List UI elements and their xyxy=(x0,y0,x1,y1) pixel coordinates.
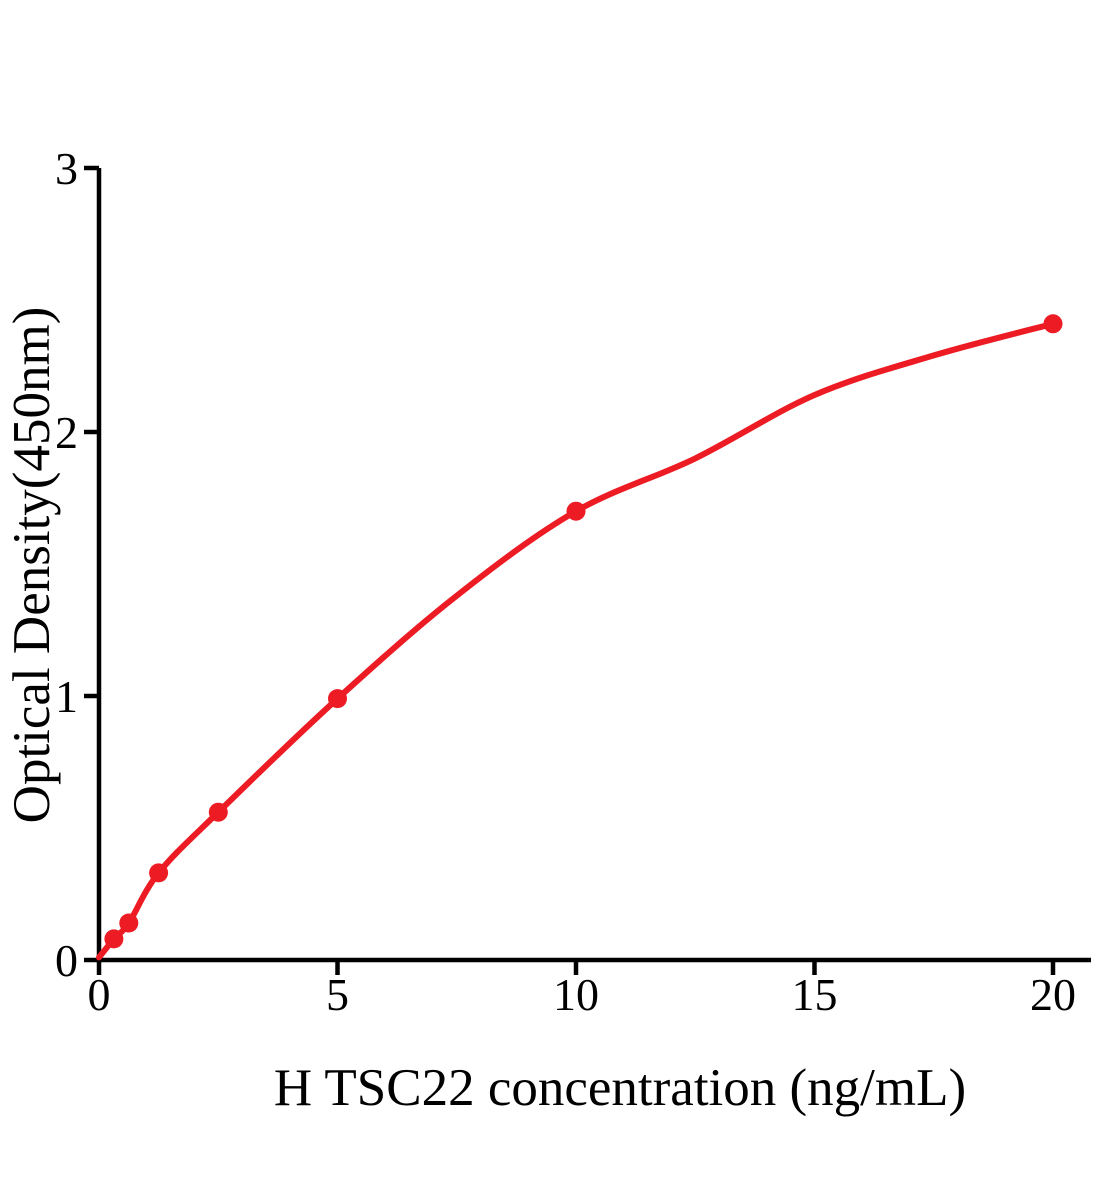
y-tick-label: 3 xyxy=(55,143,78,194)
x-tick-label: 20 xyxy=(1030,969,1076,1020)
tick-labels: 0 1 2 3 0 5 10 15 20 xyxy=(55,143,1076,1020)
axes xyxy=(84,165,1091,975)
data-point xyxy=(208,802,228,822)
y-tick-label: 0 xyxy=(55,935,78,986)
fit-curve xyxy=(96,320,1056,961)
data-point xyxy=(104,929,124,949)
data-point xyxy=(149,863,169,883)
x-tick-label: 5 xyxy=(326,969,349,1020)
y-axis-title: Optical Density(450nm) xyxy=(3,307,61,824)
x-tick-label: 0 xyxy=(88,969,111,1020)
fit-curve-group xyxy=(96,320,1056,961)
data-point xyxy=(119,913,139,933)
x-tick-label: 10 xyxy=(553,969,599,1020)
x-axis-title: H TSC22 concentration (ng/mL) xyxy=(274,1059,966,1117)
data-point xyxy=(328,689,347,709)
data-point xyxy=(566,501,586,521)
data-points-group xyxy=(104,314,1063,949)
y-tick-label: 2 xyxy=(55,407,78,458)
x-tick-label: 15 xyxy=(792,969,838,1020)
data-point xyxy=(1043,314,1063,334)
y-tick-label: 1 xyxy=(55,671,78,722)
